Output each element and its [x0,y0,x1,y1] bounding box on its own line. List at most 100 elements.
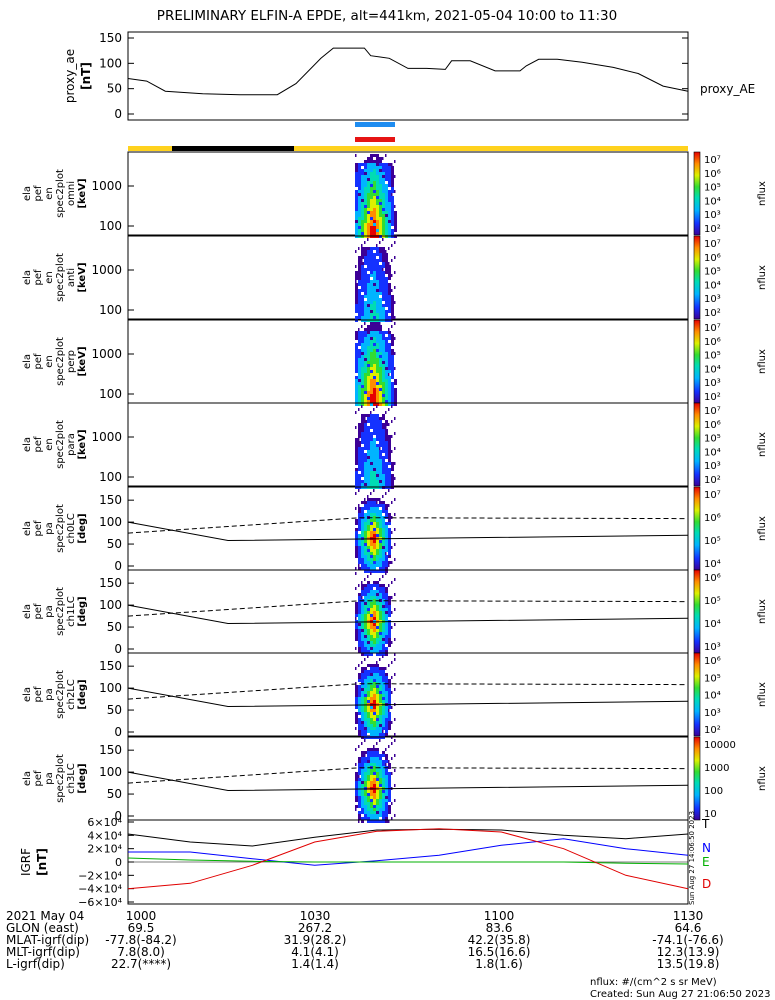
panel-ylabel: pef [33,436,44,453]
colorbar-tick-label: 10³ [704,461,721,472]
science-zone-blue-bar [355,122,395,127]
panel-ylabel: ch1LC [66,596,77,627]
colorbar-tick-label: 10⁶ [704,573,721,584]
igrf-tick-label: 2×10⁴ [87,843,122,856]
created-stamp: Created: Sun Aug 27 21:06:50 2023 [590,989,770,1000]
panel-ylabel: pef [33,185,44,202]
spectrogram-data [355,739,396,823]
panel-ylabel: ela [22,604,33,619]
panel-ylabel: spec2plot [55,337,66,386]
spectrogram-panel: ela pef en spec2plot omni [keV] 100010010⁷10⁶1… [22,151,768,238]
panel-ylabel: ela [22,687,33,702]
colorbar-tick-label: 10³ [704,642,721,653]
proxy-ae-tick-label: 50 [107,82,122,96]
panel-tick-label: 0 [114,559,122,573]
colorbar-tick-label: 10⁵ [704,596,721,607]
panel-tick-label: 1000 [91,263,122,277]
colorbar-tick-label: 10⁵ [704,351,721,362]
panel-ylabel: en [44,438,55,451]
xaxis-row-label: 2021 May 04 [6,909,84,923]
colorbar: 10⁷ 10⁶ 10⁵ 10⁴ 10³ 10² nflux [693,151,768,236]
panel-ylabel: en [44,271,55,284]
panel-tick-label: 0 [114,809,122,823]
igrf-series-line [128,838,689,866]
colorbar-tick-label: 10⁴ [704,447,721,458]
igrf-legend-label: E [702,855,710,869]
colorbar-tick-label: 10⁶ [704,253,721,264]
xaxis-row-value: 64.6 [675,921,702,935]
xaxis-row-value: 1130 [673,909,704,923]
xaxis-row-value: 7.8(8.0) [117,945,165,959]
spectrogram-data [355,238,396,322]
colorbar-tick-label: 10⁷ [704,490,721,501]
igrf-tick-label: −4×10⁴ [78,883,122,896]
panel-ylabel: en [44,187,55,200]
colorbar-tick-label: 10⁵ [704,673,721,684]
xaxis-row-value: 31.9(28.2) [284,933,347,947]
panel-ylabel: [deg] [77,513,88,543]
colorbar-tick-label: 10⁷ [704,155,721,166]
panel-tick-label: 150 [99,493,122,507]
xaxis-row-value: 1000 [126,909,157,923]
colorbar-label: nflux [757,682,768,707]
xaxis-row-value: 16.5(16.6) [468,945,531,959]
colorbar-tick-label: 10³ [704,294,721,305]
panel-tick-label: 150 [99,659,122,673]
colorbar-label: nflux [757,181,768,206]
panel-ylabel: spec2plot [55,587,66,636]
spectrogram-data [355,655,396,739]
panel-ylabel: [keV] [77,262,88,292]
orbit-status-bar [128,146,688,151]
xaxis-row-value: -74.1(-76.6) [652,933,723,947]
xaxis-row-value: 13.5(19.8) [657,957,720,971]
colorbar-label: nflux [757,766,768,791]
igrf-legend-label: N [702,841,711,855]
spectrogram-panel: ela pef en spec2plot anti [keV] 100010010⁷10⁶1… [22,235,768,322]
colorbar-tick-label: 10⁵ [704,183,721,194]
xaxis-row-value: 1.4(1.4) [291,957,339,971]
xaxis-row-value: 12.3(13.9) [657,945,720,959]
colorbar-tick-label: 10⁵ [704,536,721,547]
colorbar-tick-label: 10⁷ [704,239,721,250]
panel-ylabel: [deg] [77,679,88,709]
panel-tick-label: 1000 [91,430,122,444]
proxy-ae-line [127,47,689,96]
panel-ylabel: pef [33,770,44,787]
panel-ylabel: [keV] [77,429,88,459]
colorbar-tick-label: 10⁵ [704,267,721,278]
panel-tick-label: 100 [99,681,122,695]
panel-tick-label: 100 [99,387,122,401]
xaxis-row-value: 267.2 [298,921,332,935]
spectrogram-panel: ela pef pa spec2plot ch2LC [deg]15010050010⁶1… [22,652,768,739]
colorbar-tick-label: 10⁶ [704,656,721,667]
spectrogram-data [355,322,397,406]
panel-tick-label: 1000 [91,347,122,361]
spectrogram-data [355,572,396,656]
panel-tick-label: 150 [99,743,122,757]
panel-ylabel: pef [33,520,44,537]
panel-tick-label: 0 [114,725,122,739]
proxy-ae-unit: [nT] [79,62,93,90]
panel-ylabel: pef [33,686,44,703]
colorbar-tick-label: 10² [704,392,721,403]
panel-ylabel: ch2LC [66,679,77,710]
xaxis-row-value: 42.2(35.8) [468,933,531,947]
panel-ylabel: pa [44,772,55,784]
colorbar-tick-label: 1000 [704,763,729,774]
colorbar: 10⁷ 10⁶ 10⁵ 10⁴ 10³ 10² nflux [693,235,768,320]
igrf-series-line [127,828,689,890]
colorbar-tick-label: 10 [704,809,717,820]
xaxis-row-value: 69.5 [128,921,155,935]
xaxis-row-value: 1.8(1.6) [475,957,523,971]
panel-tick-label: 50 [107,787,122,801]
panel-ylabel: pef [33,269,44,286]
xaxis-row-value: 1030 [300,909,331,923]
panel-ylabel: spec2plot [55,169,66,218]
panel-tick-label: 100 [99,765,122,779]
xaxis-row-label: GLON (east) [6,921,79,935]
panel-tick-label: 100 [99,598,122,612]
panel-ylabel: spec2plot [55,253,66,302]
panel-tick-label: 50 [107,703,122,717]
